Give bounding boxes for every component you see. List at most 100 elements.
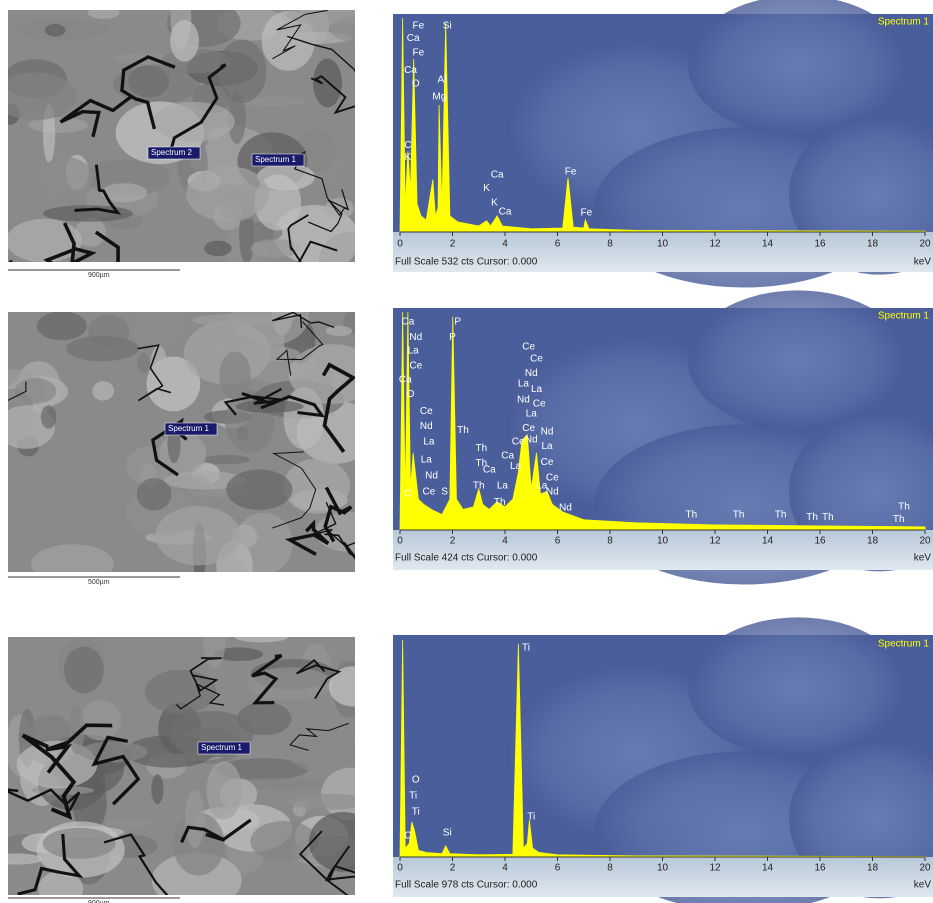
x-tick-label: 20 [919, 863, 931, 874]
grain [271, 312, 293, 336]
grain [186, 166, 269, 222]
grain [328, 666, 355, 707]
grain [204, 240, 232, 257]
element-label: Nd [525, 435, 538, 446]
element-label: O [407, 389, 415, 400]
crack [251, 653, 283, 705]
element-label: Nd [517, 395, 530, 406]
element-label: Th [775, 510, 787, 521]
element-label: La [536, 480, 548, 491]
element-label: Ti [522, 643, 530, 654]
spectrum-label-box [251, 153, 305, 167]
element-label: Ce [420, 406, 433, 417]
x-tick-label: 4 [502, 536, 508, 547]
element-label: Th [476, 443, 488, 454]
x-tick-label: 14 [762, 239, 774, 250]
footer-band [393, 232, 933, 272]
x-tick-label: 10 [657, 536, 669, 547]
spectrum-area [399, 17, 926, 233]
x-tick-label: 2 [450, 239, 456, 250]
element-label: Fe [413, 21, 425, 32]
grain [292, 208, 355, 262]
element-label: Ti [409, 791, 417, 802]
grain [137, 352, 150, 374]
element-label: Ca [483, 464, 496, 475]
grain [68, 705, 85, 755]
grain [48, 444, 107, 496]
x-tick-label: 2 [450, 536, 456, 547]
spectrum-title: Spectrum 1 [878, 639, 930, 650]
x-tick-label: 6 [555, 536, 561, 547]
element-label: Th [476, 458, 488, 469]
element-label: Ca [501, 451, 514, 462]
grain [163, 471, 247, 490]
grain [136, 478, 172, 511]
footer-band [393, 857, 933, 897]
x-tick-label: 16 [814, 239, 826, 250]
spectrum-label-box [147, 146, 201, 160]
grain [150, 345, 168, 389]
element-label: Mg [432, 91, 446, 102]
grain [38, 157, 93, 197]
x-tick-label: 6 [555, 863, 561, 874]
crack [45, 723, 113, 774]
element-label: P [449, 332, 456, 343]
element-label: Ti [412, 807, 420, 818]
grain [283, 458, 351, 514]
element-label: Th [494, 497, 506, 508]
footer-text: Full Scale 978 cts Cursor: 0.000 [395, 880, 538, 891]
crack [94, 230, 120, 262]
grain [44, 23, 66, 37]
spectrum-label: Spectrum 1 [168, 424, 209, 433]
element-label: O [412, 775, 420, 786]
crack [43, 222, 97, 262]
element-label: Si [443, 828, 452, 839]
x-tick-label: 0 [397, 536, 403, 547]
crack [103, 833, 169, 895]
crack [8, 381, 27, 402]
grain [42, 205, 133, 222]
crack [167, 63, 227, 158]
grain [63, 646, 104, 694]
grain [42, 827, 116, 859]
element-label: La [526, 408, 538, 419]
grain [8, 853, 43, 865]
x-axis-label: keV [914, 553, 932, 564]
grain [128, 65, 170, 98]
element-label: La [531, 384, 543, 395]
crack [74, 164, 122, 215]
grain [288, 793, 355, 810]
element-label: Th [898, 502, 910, 513]
grain [155, 506, 241, 566]
x-tick-label: 14 [762, 536, 774, 547]
background-blob [688, 0, 908, 136]
element-label: Ce [512, 437, 525, 448]
crack [289, 722, 349, 751]
grain [31, 544, 114, 572]
grain [250, 239, 301, 258]
sem-image [8, 10, 355, 262]
element-label: Ce [546, 473, 559, 484]
spectrum-label-box [164, 422, 218, 436]
element-label: Nd [546, 487, 559, 498]
element-label: Nd [559, 503, 572, 514]
x-tick-label: 8 [607, 536, 613, 547]
footer-text: Full Scale 532 cts Cursor: 0.000 [395, 257, 538, 268]
x-tick-label: 8 [607, 863, 613, 874]
grain [206, 761, 243, 820]
background-blob [688, 290, 908, 431]
grain [125, 446, 171, 486]
crack [241, 391, 326, 418]
spectrum-title: Spectrum 1 [878, 311, 930, 322]
element-label: Ca [401, 316, 414, 327]
element-label: Th [457, 425, 469, 436]
spectrum-label: Spectrum 1 [255, 155, 296, 164]
grain [151, 774, 164, 805]
element-label: Ca [399, 375, 412, 386]
crack [120, 55, 176, 130]
grain [214, 647, 263, 662]
spectrum-area [399, 639, 926, 858]
grain [92, 381, 115, 401]
crack [325, 845, 355, 883]
crack [59, 95, 132, 138]
